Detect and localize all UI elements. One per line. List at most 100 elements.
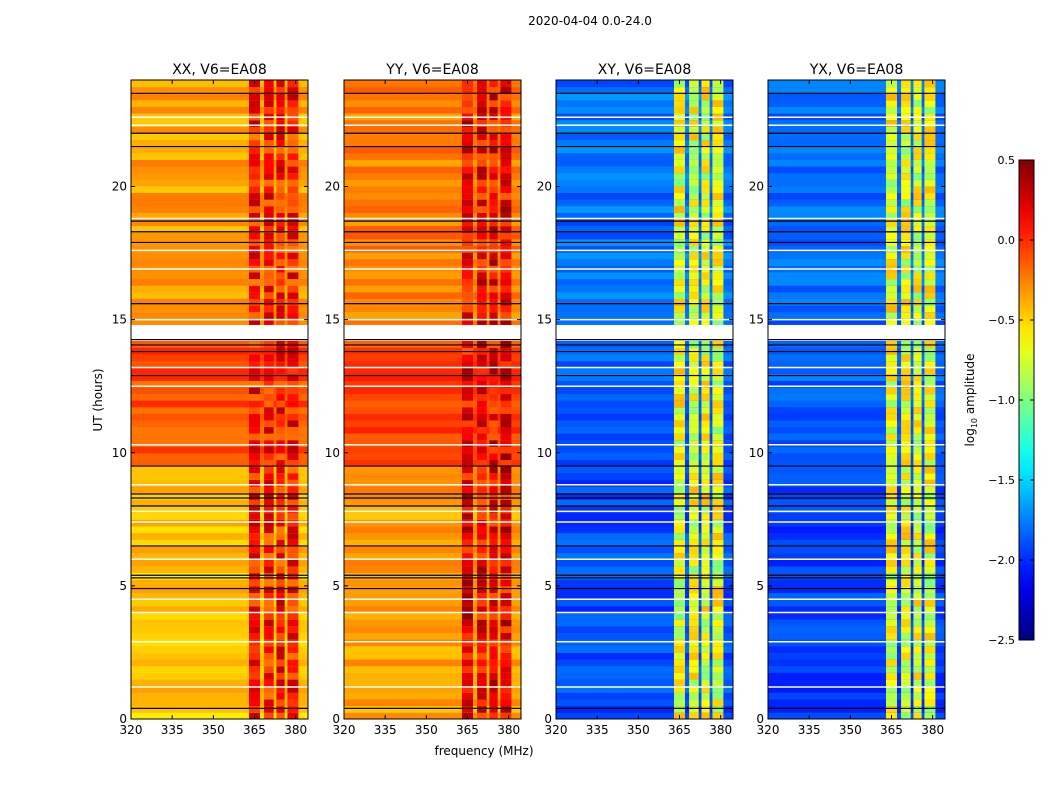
heatmap-band-cell (249, 565, 260, 574)
heatmap-band-cell (264, 525, 274, 534)
heatmap-band-cell (276, 499, 285, 507)
heatmap-cell (768, 639, 945, 647)
heatmap-band-cell (477, 172, 487, 180)
y-tick-label: 10 (537, 446, 552, 460)
heatmap-band-cell (500, 665, 512, 673)
heatmap-cell (131, 367, 308, 375)
heatmap-band-cell (924, 585, 936, 594)
heatmap-band-cell (886, 559, 897, 567)
heatmap-band-cell (249, 373, 260, 381)
heatmap-band-cell (287, 119, 299, 127)
heatmap-band-cell (500, 311, 512, 319)
heatmap-band-cell (886, 373, 897, 381)
heatmap-band-cell (500, 380, 512, 388)
heatmap-band-cell (462, 245, 473, 253)
heatmap-band-cell (489, 639, 498, 647)
heatmap-band-cell (712, 539, 724, 547)
heatmap-band-cell (674, 572, 685, 580)
heatmap-band-cell (489, 572, 498, 580)
heatmap-band-cell (477, 205, 487, 213)
y-tick-label: 10 (749, 446, 764, 460)
heatmap-cell (768, 205, 945, 213)
heatmap-band-cell (913, 126, 922, 134)
heatmap-band-cell (287, 159, 299, 167)
heatmap-cell (768, 252, 945, 260)
heatmap-band-cell (901, 225, 911, 233)
heatmap-cell (344, 298, 521, 306)
heatmap-band-cell (489, 146, 498, 154)
heatmap-cell (556, 486, 733, 494)
heatmap-band-cell (462, 132, 473, 141)
heatmap-band-cell (924, 659, 936, 667)
heatmap-band-cell (712, 452, 724, 460)
y-tick-label: 20 (325, 180, 340, 194)
heatmap-band-cell (462, 579, 473, 587)
heatmap-band-cell (276, 387, 285, 395)
heatmap-band-cell (489, 387, 498, 395)
heatmap-cell (768, 466, 945, 474)
heatmap-band-cell (913, 139, 922, 147)
heatmap-band-cell (712, 486, 724, 494)
heatmap-band-cell (886, 252, 897, 260)
heatmap-band-cell (913, 354, 922, 362)
heatmap-band-cell (924, 433, 936, 441)
heatmap-band-cell (489, 413, 498, 421)
heatmap-cell (131, 685, 308, 693)
heatmap-band-cell (689, 387, 699, 395)
heatmap-band-cell (287, 452, 299, 460)
heatmap-band-cell (901, 258, 911, 266)
heatmap-cell (556, 387, 733, 395)
heatmap-band-cell (462, 166, 473, 174)
heatmap-band-cell (276, 166, 285, 174)
heatmap-band-cell (249, 278, 260, 286)
heatmap-band-cell (264, 659, 274, 667)
heatmap-band-cell (249, 632, 260, 640)
heatmap-band-cell (689, 705, 699, 713)
heatmap-band-cell (886, 625, 897, 633)
heatmap-band-cell (249, 86, 260, 94)
heatmap-cell (131, 400, 308, 408)
heatmap-band-cell (477, 605, 487, 613)
heatmap-cell (768, 219, 945, 227)
heatmap-band-cell (489, 132, 498, 141)
heatmap-band-cell (712, 219, 724, 227)
heatmap-band-cell (924, 459, 936, 467)
heatmap-band-cell (701, 413, 710, 421)
heatmap-band-cell (500, 298, 512, 306)
heatmap-band-cell (901, 419, 911, 428)
heatmap-cell (768, 80, 945, 88)
flagged-gap (768, 324, 945, 341)
heatmap-band-cell (701, 579, 710, 587)
heatmap-band-cell (924, 99, 936, 107)
heatmap-band-cell (913, 311, 922, 319)
heatmap-cell (131, 413, 308, 421)
heatmap-cell (556, 645, 733, 653)
flagged-gap (131, 324, 308, 341)
heatmap-band-cell (712, 419, 724, 428)
heatmap-band-cell (276, 360, 285, 368)
heatmap-band-cell (689, 486, 699, 494)
y-tick-label: 20 (112, 180, 127, 194)
heatmap-cell (768, 459, 945, 467)
heatmap-band-cell (489, 232, 498, 240)
heatmap-band-cell (264, 373, 274, 381)
heatmap-band-cell (886, 172, 897, 180)
y-axis-label: UT (hours) (91, 368, 105, 431)
heatmap-band-cell (674, 139, 685, 147)
heatmap-band-cell (701, 185, 710, 194)
heatmap-band-cell (924, 305, 936, 313)
heatmap-cell (131, 492, 308, 500)
heatmap-band-cell (276, 205, 285, 213)
heatmap-band-cell (500, 592, 512, 600)
heatmap-band-cell (264, 126, 274, 134)
heatmap-cell (131, 525, 308, 534)
heatmap-cell (344, 585, 521, 594)
heatmap-cell (768, 139, 945, 147)
heatmap-band-cell (500, 86, 512, 94)
heatmap-band-cell (924, 552, 936, 560)
x-tick-label: 380 (497, 723, 520, 737)
heatmap-band-cell (477, 305, 487, 313)
heatmap-band-cell (462, 426, 473, 434)
heatmap-band-cell (701, 619, 710, 627)
